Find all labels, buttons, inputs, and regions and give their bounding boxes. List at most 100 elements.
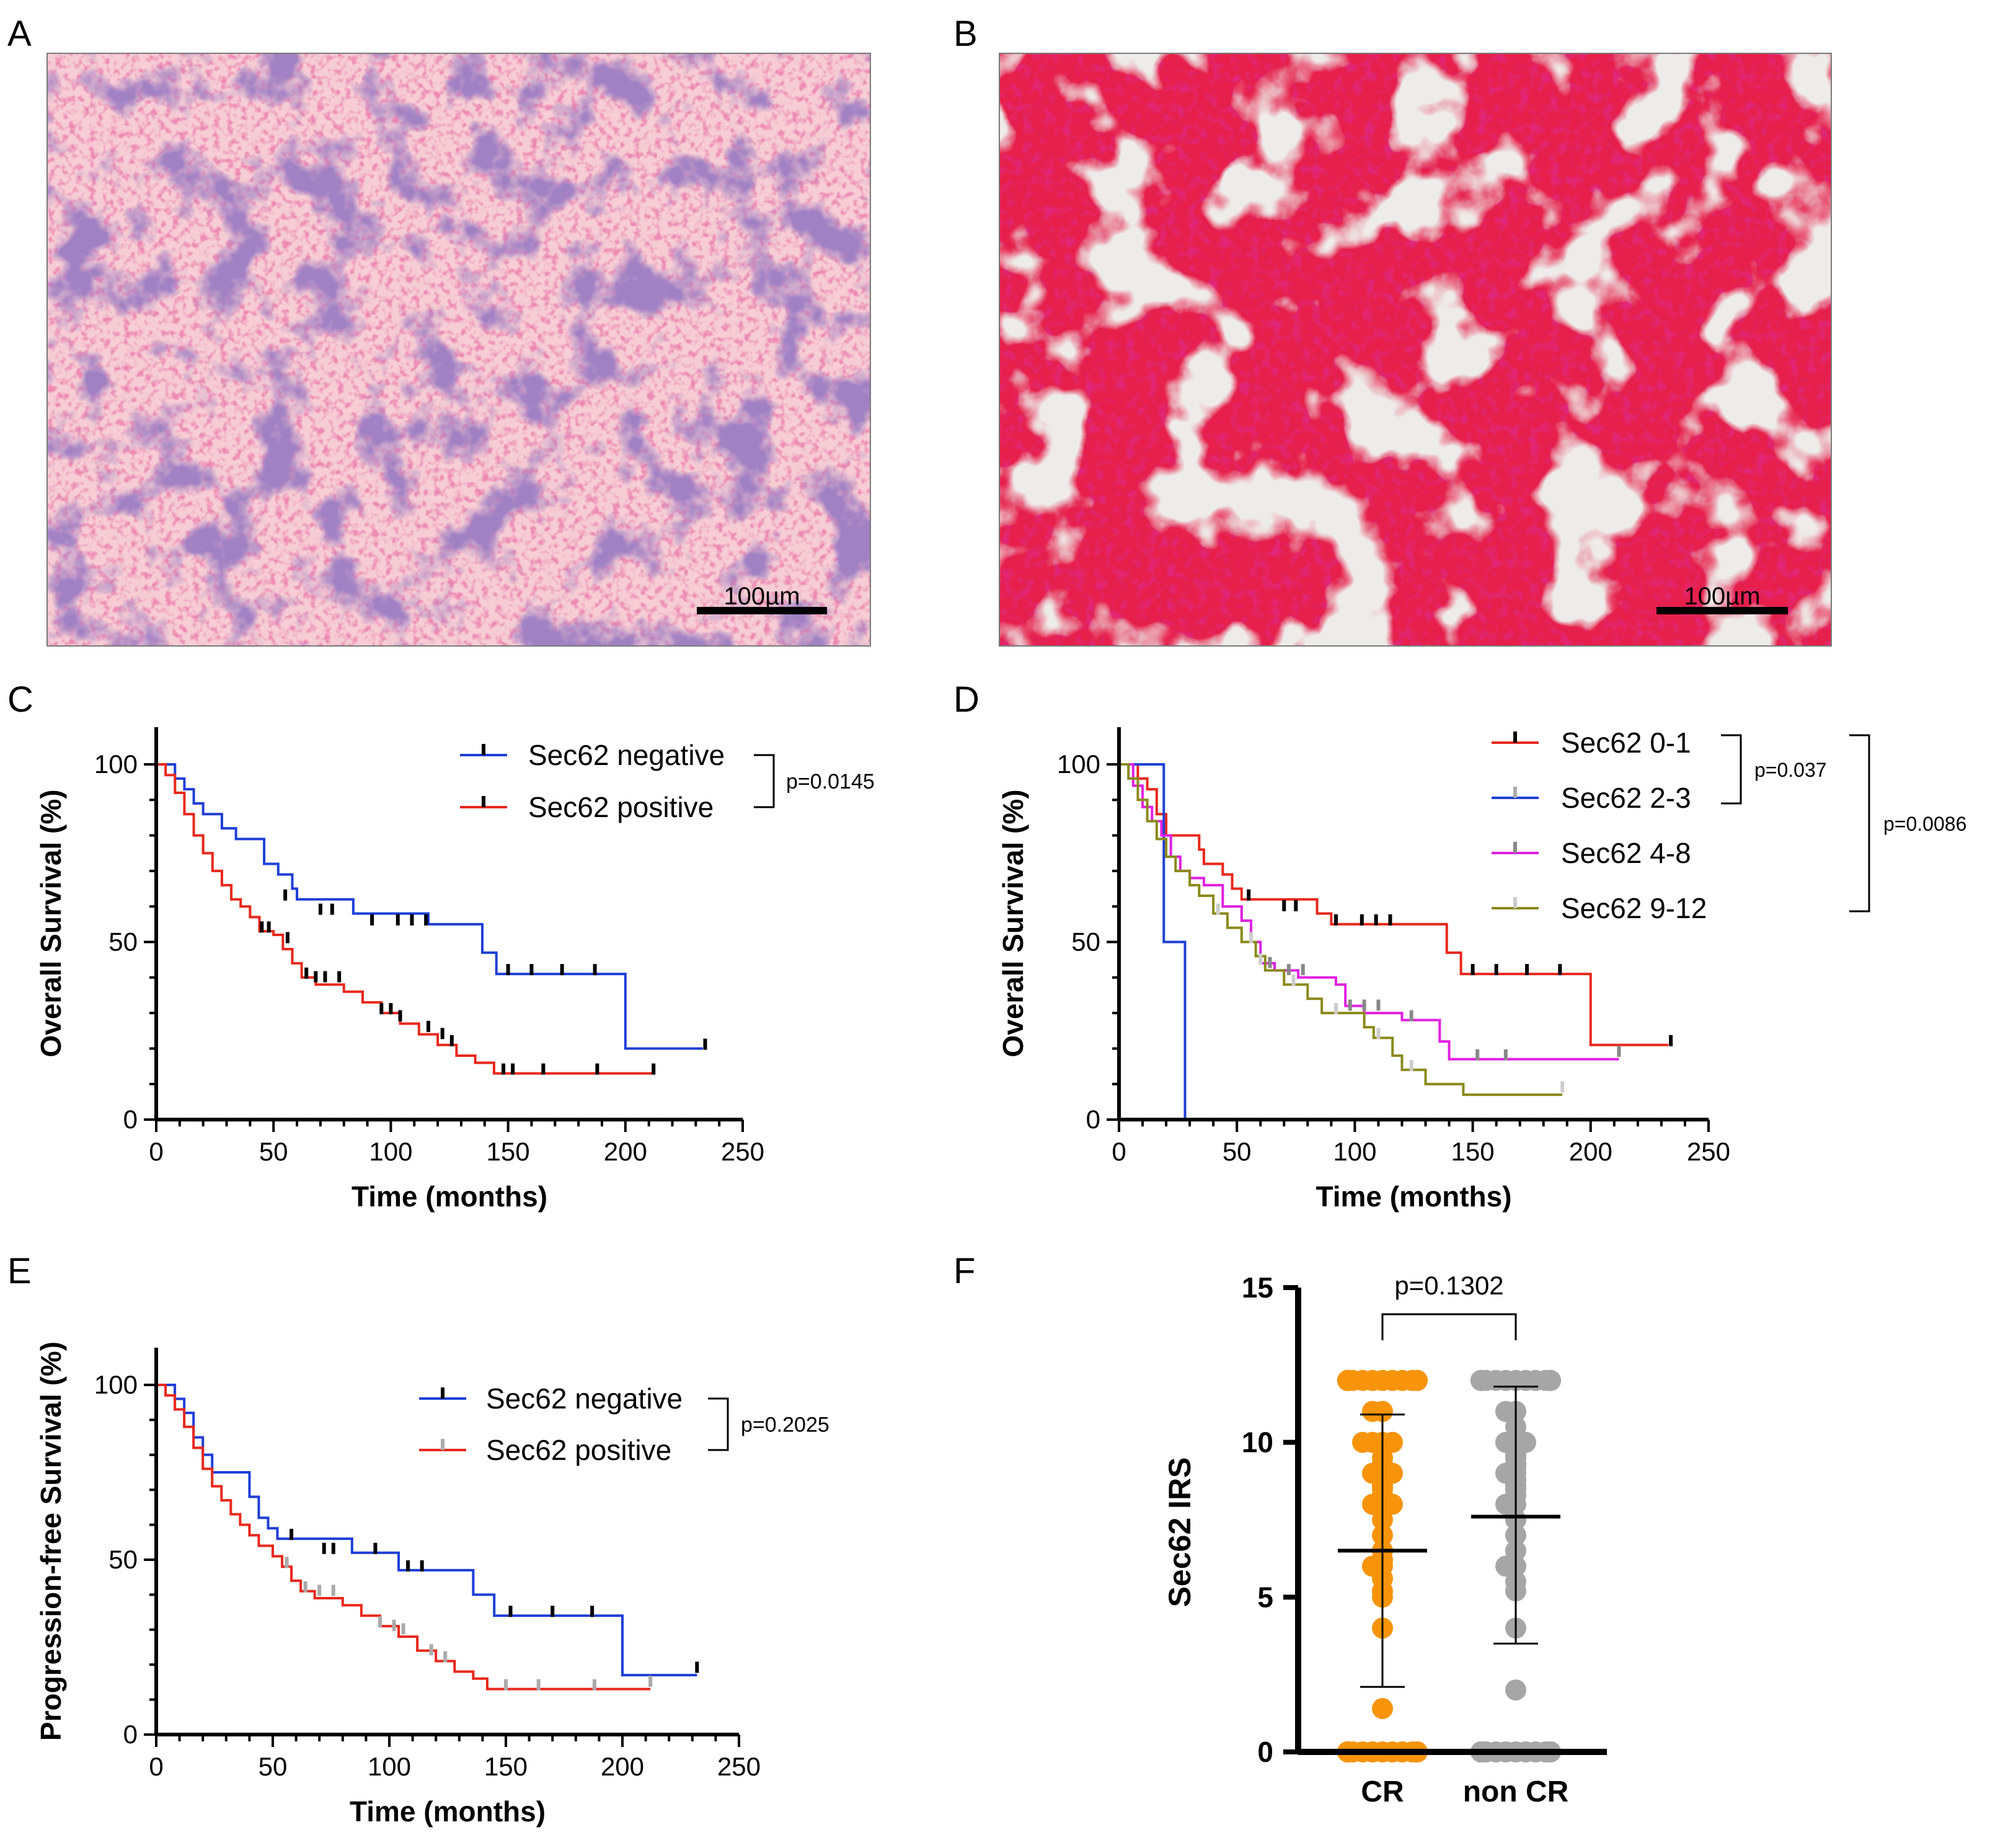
legend-item-sec62-2-3: Sec62 2-3 [1492, 782, 1691, 814]
y-tick-label: 10 [1242, 1426, 1273, 1459]
y-tick-label: 100 [1057, 749, 1100, 779]
y-axis-label: Overall Survival (%) [997, 789, 1029, 1057]
x-axis-label: Time (months) [350, 1795, 546, 1828]
legend-label: Sec62 positive [486, 1434, 671, 1466]
legend: Sec62 0-1 Sec62 2-3 Sec62 4-8 Sec62 9-12 [1492, 727, 1707, 924]
data-point [1352, 1431, 1373, 1453]
data-point [1495, 1493, 1516, 1515]
x-tick-label: 200 [601, 1752, 644, 1781]
x-tick-label: non CR [1463, 1775, 1569, 1808]
data-point [1407, 1369, 1428, 1391]
legend-item-sec62-4-8: Sec62 4-8 [1492, 837, 1691, 869]
p-value-bracket: p=0.2025 [708, 1397, 829, 1451]
chart-e: E 0 50 100 150 200 250 0 50 100 Time (months) Progr… [7, 1251, 829, 1828]
y-tick-label: 0 [1257, 1736, 1273, 1768]
x-tick-label: 250 [1687, 1137, 1730, 1166]
micrograph-b: 100µm [999, 53, 1832, 647]
y-tick-label: 50 [108, 1545, 138, 1574]
p-value-label: p=0.1302 [1394, 1271, 1503, 1300]
p-value-label: p=0.0145 [786, 770, 875, 794]
bracket-line [754, 754, 775, 808]
y-axis-label: Overall Survival (%) [35, 789, 67, 1057]
y-axis-label: Progression-free Survival (%) [35, 1342, 67, 1741]
panel-letter-f: F [953, 1251, 975, 1291]
series-sec62-positive [156, 1384, 653, 1691]
x-tick-label: 50 [1223, 1137, 1252, 1166]
y-tick-label: 100 [94, 1370, 138, 1399]
chart-f: F CR non CR 0 5 10 15 Sec62 IRS p=0.1302 [953, 1251, 1607, 1808]
panel-letter-b: B [953, 14, 978, 54]
p-value-bracket: p=0.037 [1721, 734, 1827, 805]
legend-label: Sec62 2-3 [1561, 782, 1691, 814]
series-sec62-2-3 [1119, 763, 1187, 1120]
p-value-bracket: p=0.0145 [754, 754, 875, 808]
x-tick-label: 100 [1333, 1137, 1376, 1166]
x-tick-label: 200 [1569, 1137, 1612, 1166]
micrograph-a: 100µm [46, 53, 871, 647]
km-curve-sec62-positive [156, 763, 654, 1075]
group-cr [1337, 1369, 1428, 1762]
y-tick-label: 50 [108, 927, 138, 957]
data-point [1337, 1369, 1358, 1391]
series-sec62-0-1 [1119, 763, 1673, 1046]
km-curve-sec62-0-1 [1119, 763, 1669, 1046]
data-point [1362, 1493, 1383, 1515]
bracket-line [1381, 1313, 1517, 1340]
y-tick-label: 0 [1086, 1105, 1100, 1134]
legend-item-sec62-negative: Sec62 negative [460, 739, 725, 771]
group-non-cr [1470, 1369, 1561, 1762]
x-axis-label: Time (months) [1316, 1180, 1511, 1213]
x-tick-label: 100 [369, 1137, 412, 1166]
series-sec62-4-8 [1119, 763, 1621, 1061]
x-axis-label: Time (months) [352, 1180, 547, 1213]
scale-bar-label-a: 100µm [723, 583, 800, 610]
y-tick-label: 0 [123, 1105, 138, 1134]
p-value-bracket: p=0.0086 [1849, 734, 1966, 913]
series-sec62-negative [156, 1384, 699, 1677]
legend-label: Sec62 9-12 [1561, 892, 1707, 924]
km-curve-sec62-2-3 [1119, 763, 1187, 1120]
x-tick-label: 150 [1451, 1137, 1495, 1166]
data-point [1505, 1679, 1526, 1701]
legend: Sec62 negative Sec62 positive [460, 739, 725, 823]
legend-label: Sec62 positive [528, 791, 714, 823]
data-point [1495, 1400, 1516, 1422]
legend: Sec62 negative Sec62 positive [419, 1382, 683, 1466]
y-tick-label: 100 [94, 749, 138, 779]
data-point [1495, 1555, 1516, 1577]
x-tick-label: 150 [487, 1137, 530, 1166]
x-tick-label: 50 [259, 1752, 288, 1781]
bracket-line [1721, 734, 1742, 805]
km-curve-sec62-negative [156, 763, 703, 1050]
x-tick-label: 250 [721, 1137, 764, 1166]
panel-letter-a: A [7, 14, 32, 54]
x-tick-label: 0 [149, 1137, 163, 1166]
bracket-line [708, 1397, 729, 1451]
series-sec62-negative [156, 763, 707, 1050]
y-tick-label: 5 [1257, 1581, 1273, 1613]
p-value-label: p=0.037 [1754, 759, 1827, 781]
data-point [1382, 1493, 1403, 1515]
p-value-label: p=0.2025 [741, 1413, 829, 1437]
legend-label: Sec62 0-1 [1561, 727, 1691, 759]
x-tick-label: 150 [484, 1752, 528, 1781]
legend-item-sec62-9-12: Sec62 9-12 [1492, 892, 1707, 924]
y-tick-label: 50 [1071, 927, 1100, 957]
panel-letter-c: C [7, 679, 33, 720]
km-curve-sec62-4-8 [1119, 763, 1619, 1061]
chart-d: D 0 50 100 150 200 250 0 50 100 Time (months) Overa… [953, 679, 1966, 1213]
legend-label: Sec62 4-8 [1561, 837, 1691, 869]
panel-letter-e: E [7, 1251, 32, 1291]
x-tick-label: 200 [604, 1137, 647, 1166]
y-tick-label: 0 [123, 1720, 138, 1749]
km-curve-sec62-negative [156, 1384, 697, 1677]
chart-c: C 0 50 100 150 200 250 0 50 100 Time (months) Overa… [7, 679, 875, 1213]
x-tick-label: CR [1361, 1775, 1404, 1808]
legend-item-sec62-positive: Sec62 positive [419, 1434, 671, 1466]
p-value-bracket: p=0.1302 [1381, 1271, 1517, 1340]
legend-item-sec62-negative: Sec62 negative [419, 1382, 683, 1415]
p-value-label: p=0.0086 [1883, 813, 1966, 835]
data-point [1372, 1698, 1393, 1720]
series-sec62-positive [156, 763, 656, 1075]
